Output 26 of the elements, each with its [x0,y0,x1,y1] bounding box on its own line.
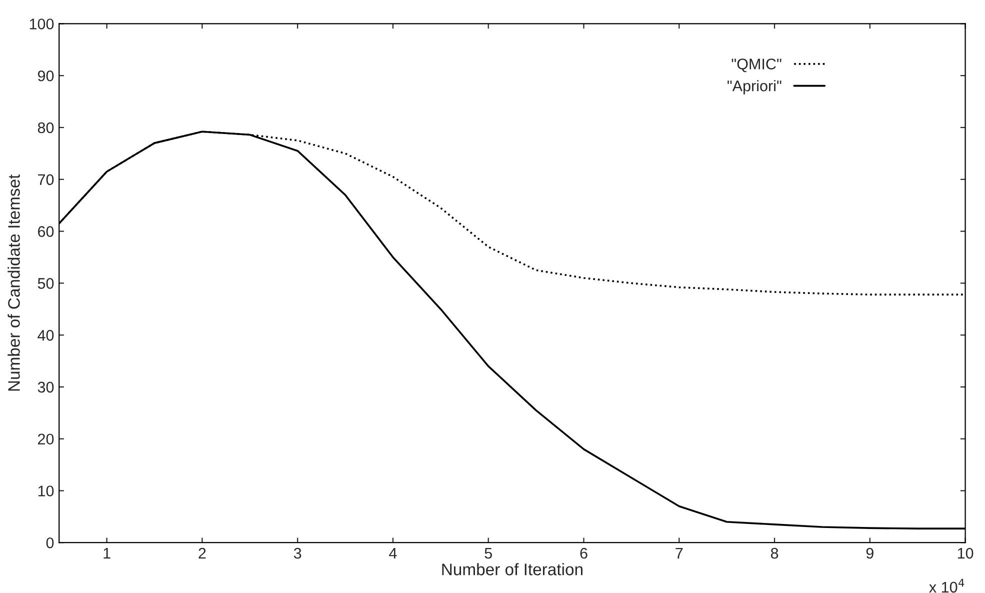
legend-label: "QMIC" [732,58,782,72]
x-tick-label: 4 [389,548,397,559]
y-axis-title: Number of Candidate Itemset [8,174,20,391]
x-tick-label: 10 [958,548,974,559]
x-tick-label: 1 [104,548,110,559]
y-tick-label: 0 [46,537,54,548]
y-tick-label: 100 [30,18,54,30]
x-tick-label: 8 [770,548,778,559]
x-tick-label: 6 [580,548,588,559]
y-tick-label: 40 [38,330,54,341]
y-tick-label: 10 [38,486,54,496]
y-tick-label: 70 [38,174,54,186]
x-axis-title: Number of Iteration [442,563,582,576]
y-tick-label: 50 [38,278,54,289]
y-tick-label: 90 [38,70,54,82]
x-tick-label: 5 [484,548,492,559]
text: x 10$^{4}$ [929,578,964,593]
x-tick-label: 9 [866,548,874,559]
y-tick-label: 80 [38,122,54,134]
y-tick-label: 30 [38,382,54,393]
legend-label: "Apriori" [728,80,782,94]
x-tick-label: 2 [198,548,206,559]
x-tick-label: 3 [294,548,302,559]
y-tick-label: 60 [38,226,54,237]
x-tick-label: 7 [676,548,683,559]
y-tick-label: 20 [38,434,54,445]
